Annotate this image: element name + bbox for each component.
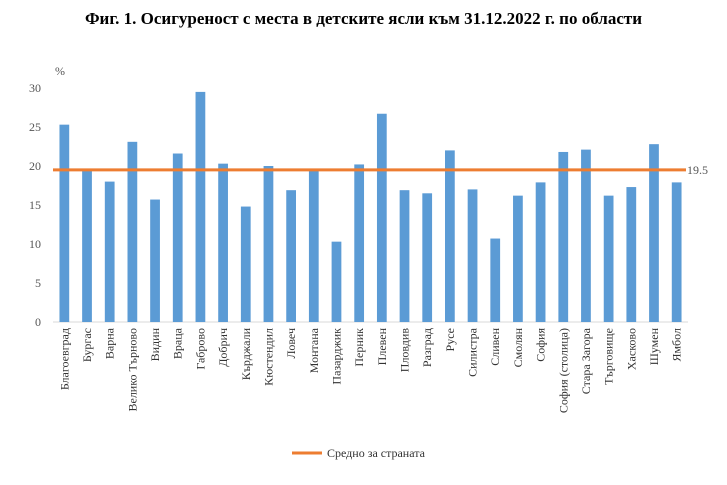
category-label: Пазарджик (329, 328, 343, 385)
bar (218, 163, 228, 322)
bar (195, 91, 206, 323)
bar (308, 170, 319, 322)
bar (59, 124, 70, 322)
y-axis-ticks: 0 5 10 15 20 25 30 (29, 81, 41, 329)
y-tick-label: 10 (29, 237, 41, 251)
category-label: Благоевград (57, 328, 71, 390)
bar (535, 182, 546, 322)
category-label: Враца (171, 327, 185, 359)
category-label: Търговище (602, 328, 616, 385)
bar (603, 195, 614, 322)
y-tick-label: 25 (29, 120, 41, 134)
category-label: Пловдив (398, 328, 412, 373)
bar (354, 164, 365, 322)
category-label: Бургас (80, 328, 94, 362)
category-label: Габрово (193, 328, 207, 370)
category-label: Шумен (647, 327, 661, 365)
category-label: София (столица) (556, 328, 570, 413)
category-label: Силистра (466, 327, 480, 377)
bar (150, 199, 160, 322)
bars (59, 91, 682, 323)
bar (240, 206, 251, 322)
category-label: Разград (420, 328, 434, 367)
legend: Средно за страната (292, 446, 426, 460)
bar (82, 170, 92, 322)
category-label: Перник (352, 328, 366, 367)
category-label: София (534, 328, 548, 362)
bar (286, 190, 297, 322)
bar (172, 153, 183, 322)
category-label: Русе (443, 328, 457, 351)
bar (490, 238, 501, 322)
bar (558, 151, 569, 322)
category-labels: Благоевград Бургас Варна Велико Търново Види… (57, 327, 683, 413)
y-axis-unit-label: % (55, 64, 65, 78)
category-label: Кърджали (239, 327, 253, 380)
category-label: Кюстендил (261, 328, 275, 386)
bar (626, 187, 637, 322)
bar (581, 149, 591, 322)
bar (422, 193, 433, 322)
category-label: Смолян (511, 327, 525, 367)
bar (263, 166, 274, 322)
bar (444, 150, 455, 322)
category-label: Плевен (375, 327, 389, 365)
category-label: Сливен (488, 327, 502, 365)
category-label: Стара Загора (579, 327, 593, 394)
average-value-label: 19.5 (687, 163, 708, 177)
category-label: Варна (103, 327, 117, 359)
chart-title: Фиг. 1. Осигуреност с места в детските я… (84, 9, 643, 28)
bar (513, 195, 523, 322)
y-tick-label: 0 (35, 315, 41, 329)
bar (127, 141, 138, 322)
category-label: Видин (148, 327, 162, 361)
legend-label-average: Средно за страната (327, 446, 426, 460)
bar (649, 144, 659, 322)
y-tick-label: 30 (29, 81, 41, 95)
bar (399, 190, 410, 322)
y-tick-label: 15 (29, 198, 41, 212)
category-label: Монтана (307, 327, 321, 373)
y-tick-label: 5 (35, 276, 41, 290)
category-label: Добрич (216, 328, 230, 367)
bar (376, 113, 387, 323)
bar (331, 241, 342, 322)
category-label: Ямбол (670, 328, 684, 362)
category-label: Велико Търново (125, 328, 139, 412)
y-tick-label: 20 (29, 159, 41, 173)
bar (467, 189, 478, 322)
bar (104, 181, 115, 322)
bar (671, 182, 682, 322)
category-label: Ловеч (284, 328, 298, 359)
category-label: Хасково (624, 328, 638, 370)
